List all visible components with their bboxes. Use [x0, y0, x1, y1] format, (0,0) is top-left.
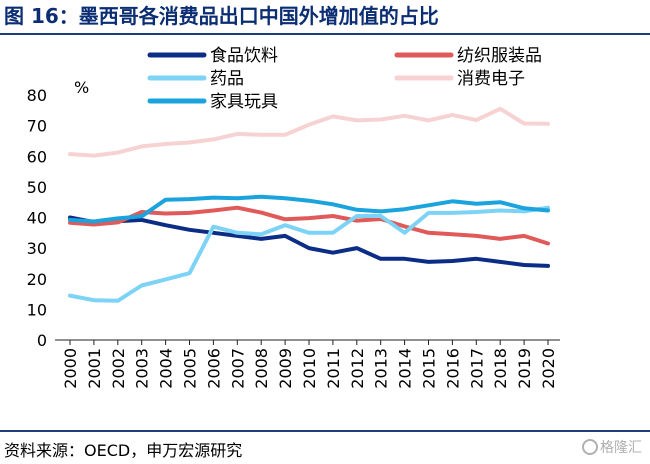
- series-layer: [68, 106, 550, 303]
- figure-title: 图 16：墨西哥各消费品出口中国外增加值的占比: [4, 4, 439, 28]
- x-tick-label: 2002: [109, 348, 128, 389]
- x-tick-label: 2017: [467, 348, 486, 389]
- x-tick-label: 2015: [420, 348, 439, 389]
- y-unit-label: %: [74, 78, 89, 97]
- axis-layer: 0 10 20 30 40 50 60 70 80 2000 2001 2002 2003 2004 200…: [27, 86, 560, 389]
- legend-label: 家具玩具: [210, 92, 278, 112]
- legend-label: 食品饮料: [210, 46, 278, 66]
- x-tick-label: 2012: [348, 348, 367, 389]
- y-tick-label: 80: [27, 86, 47, 105]
- x-tick-label: 2010: [300, 348, 319, 389]
- x-tick-label: 2005: [181, 348, 200, 389]
- series-line: [68, 106, 550, 158]
- x-tick-label: 2011: [324, 348, 343, 389]
- x-tick-label: 2004: [157, 348, 176, 389]
- watermark-text: 格隆汇: [600, 440, 642, 456]
- watermark-ring-icon: [582, 439, 598, 455]
- y-tick-label: 0: [37, 331, 47, 350]
- y-tick-label: 20: [27, 270, 47, 289]
- x-tick-label: 2003: [133, 348, 152, 389]
- x-tick-label: 2019: [515, 348, 534, 389]
- x-tick-label: 2013: [372, 348, 391, 389]
- y-tick-label: 50: [27, 178, 47, 197]
- legend-label: 药品: [210, 69, 244, 89]
- y-tick-label: 40: [27, 209, 47, 228]
- source-note: 资料来源：OECD，申万宏源研究: [4, 441, 243, 460]
- y-tick-label: 30: [27, 239, 47, 258]
- y-tick-label: 10: [27, 300, 47, 319]
- x-tick-label: 2016: [443, 348, 462, 389]
- watermark-logo: 格隆汇: [582, 437, 642, 457]
- legend-label: 消费电子: [457, 69, 525, 89]
- x-tick-label: 2007: [228, 348, 247, 389]
- series-line: [68, 205, 550, 303]
- x-tick-label: 2020: [539, 348, 558, 389]
- title-rule: [0, 33, 650, 35]
- x-tick-label: 2014: [396, 348, 415, 389]
- x-tick-label: 2018: [491, 348, 510, 389]
- y-tick-label: 70: [27, 117, 47, 136]
- x-tick-label: 2000: [61, 348, 80, 389]
- legend-label: 纺织服装品: [457, 46, 542, 66]
- y-tick-label: 60: [27, 147, 47, 166]
- x-tick-label: 2009: [276, 348, 295, 389]
- source-rule: [0, 430, 650, 432]
- x-tick-label: 2001: [85, 348, 104, 389]
- x-tick-label: 2008: [252, 348, 271, 389]
- series-line: [68, 194, 550, 224]
- series-line: [68, 215, 550, 268]
- x-tick-label: 2006: [204, 348, 223, 389]
